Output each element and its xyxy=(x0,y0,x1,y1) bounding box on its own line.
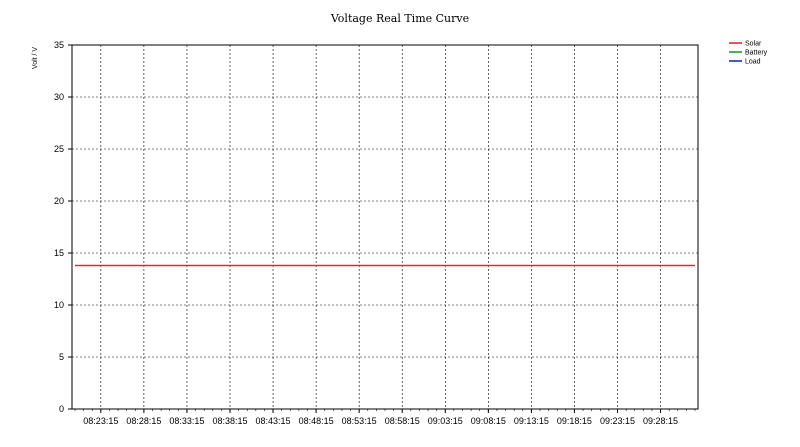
y-tick-label: 35 xyxy=(54,40,64,50)
x-tick-label: 08:43:15 xyxy=(256,416,291,426)
x-tick-label: 09:23:15 xyxy=(600,416,635,426)
x-tick-label: 09:13:15 xyxy=(514,416,549,426)
x-tick-label: 08:48:15 xyxy=(299,416,334,426)
x-axis: 08:23:15 08:28:15 08:33:15 08:38:15 08:43:15… xyxy=(74,409,696,426)
plot-frame xyxy=(71,44,699,410)
x-tick-label: 08:38:15 xyxy=(212,416,247,426)
x-tick-label: 09:08:15 xyxy=(471,416,506,426)
y-tick-label: 20 xyxy=(54,196,64,206)
x-tick-label: 09:18:15 xyxy=(557,416,592,426)
legend-label: Load xyxy=(745,59,761,66)
y-axis: 0 5 10 15 20 25 30 35 xyxy=(54,40,72,414)
x-tick-label: 08:58:15 xyxy=(385,416,420,426)
legend-label: Solar xyxy=(745,41,762,48)
y-tick-label: 30 xyxy=(54,92,64,102)
x-tick-label: 09:28:15 xyxy=(643,416,678,426)
legend: Solar Battery Load xyxy=(729,41,768,66)
y-tick-label: 0 xyxy=(59,404,64,414)
y-axis-label: Volt / V xyxy=(32,47,39,70)
grid xyxy=(72,45,698,409)
y-tick-label: 5 xyxy=(59,352,64,362)
y-tick-label: 15 xyxy=(54,248,64,258)
y-tick-label: 25 xyxy=(54,144,64,154)
legend-label: Battery xyxy=(745,50,768,57)
x-tick-label: 09:03:15 xyxy=(428,416,463,426)
chart-title: Voltage Real Time Curve xyxy=(330,12,469,25)
x-tick-label: 08:33:15 xyxy=(169,416,204,426)
x-tick-label: 08:28:15 xyxy=(126,416,161,426)
y-tick-label: 10 xyxy=(54,300,64,310)
x-tick-label: 08:53:15 xyxy=(342,416,377,426)
x-tick-label: 08:23:15 xyxy=(83,416,118,426)
